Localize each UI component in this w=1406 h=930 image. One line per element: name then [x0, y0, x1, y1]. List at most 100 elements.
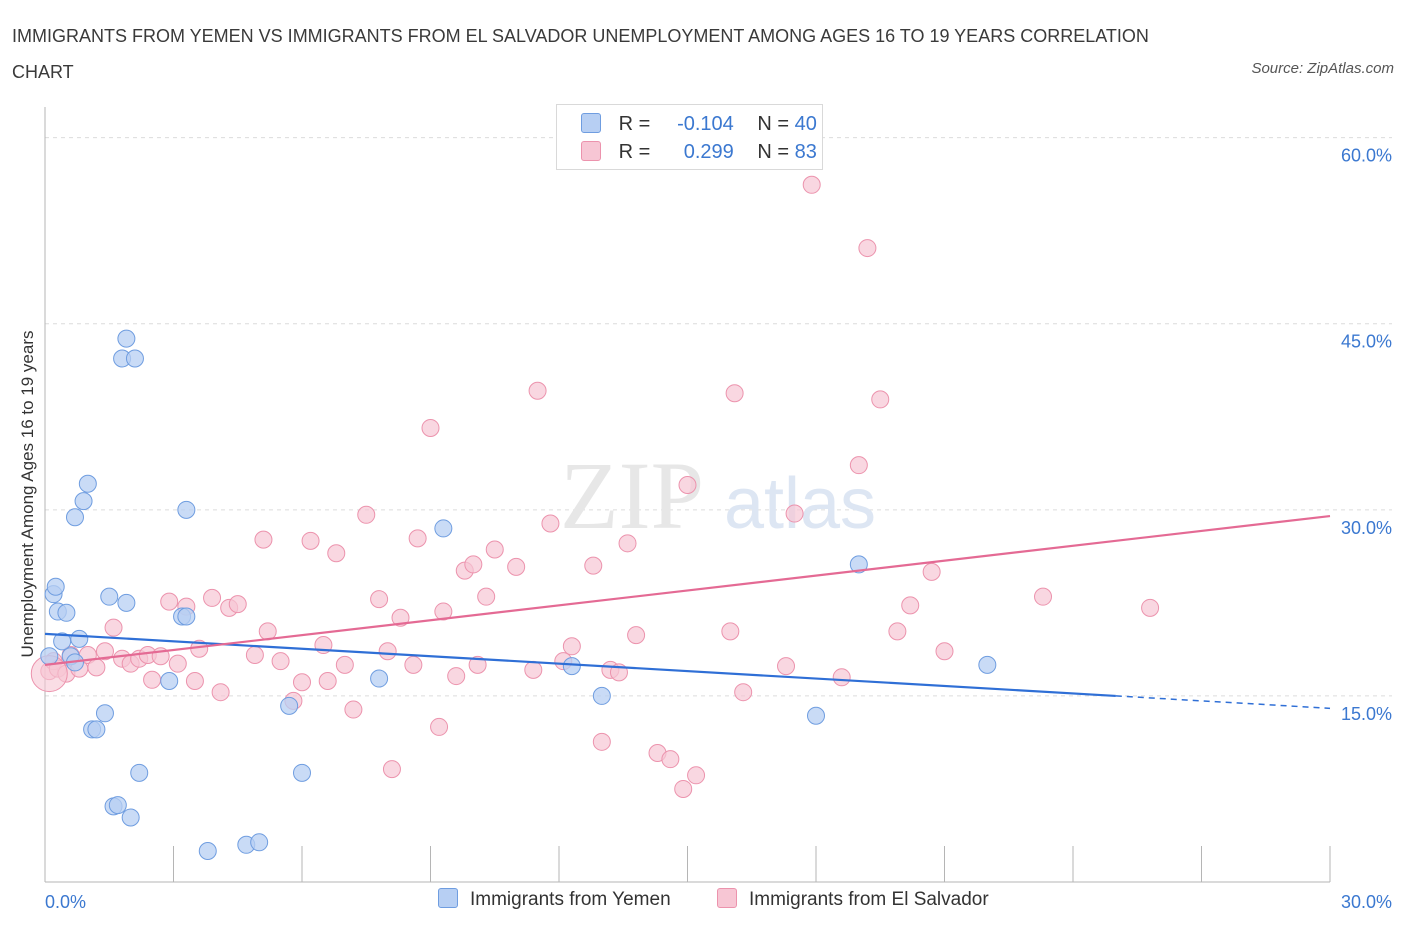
el-salvador-trend-line	[44, 514, 1331, 666]
el-salvador-point	[391, 608, 410, 627]
yemen-point	[108, 796, 127, 815]
yemen-point	[57, 603, 76, 622]
legend-n-label: N =	[757, 113, 790, 135]
el-salvador-point	[584, 556, 603, 575]
legend-n-label: N =	[757, 141, 790, 163]
legend-n-value: 83	[794, 141, 817, 163]
el-salvador-point	[477, 587, 496, 606]
el-salvador-point	[211, 683, 230, 702]
legend-row-el-salvador: R = 0.299 N = 83	[581, 141, 817, 167]
yemen-point	[100, 587, 119, 606]
yemen-point	[250, 833, 269, 852]
el-salvador-point	[271, 652, 290, 671]
el-salvador-point	[378, 642, 397, 661]
y-tick-labels: 15.0% 30.0% 45.0% 60.0%	[1341, 146, 1392, 724]
el-salvador-point	[661, 750, 680, 769]
el-salvador-point	[524, 660, 543, 679]
yemen-point	[562, 657, 581, 676]
grid-lines	[45, 137, 1392, 697]
el-salvador-point	[327, 544, 346, 563]
x-tick-label: 30.0%	[1341, 892, 1392, 912]
el-salvador-point	[464, 555, 483, 574]
el-salvador-legend-swatch	[717, 888, 737, 908]
el-salvador-point	[421, 418, 440, 437]
yemen-point	[95, 704, 114, 723]
watermark-zip: ZIP	[560, 442, 704, 549]
el-salvador-point	[143, 670, 162, 689]
el-salvador-point	[370, 590, 389, 609]
el-salvador-point	[430, 717, 449, 736]
trend-lines	[44, 514, 1331, 710]
legend-label-el-salvador: Immigrants from El Salvador	[749, 889, 989, 910]
yemen-point	[130, 763, 149, 782]
el-salvador-point	[168, 654, 187, 673]
y-tick-label: 45.0%	[1341, 332, 1392, 352]
legend-r-value: -0.104	[677, 113, 734, 135]
el-salvador-point	[687, 766, 706, 785]
yemen-legend-swatch	[438, 888, 458, 908]
el-salvador-point	[254, 530, 273, 549]
el-salvador-point	[160, 592, 179, 611]
yemen-point	[117, 593, 136, 612]
el-salvador-point	[245, 645, 264, 664]
legend-item-el-salvador[interactable]: Immigrants from El Salvador	[717, 888, 989, 911]
el-salvador-point	[901, 596, 920, 615]
el-salvador-point	[802, 175, 821, 194]
yemen-trend-line	[44, 632, 1116, 698]
el-salvador-point	[434, 602, 453, 621]
el-salvador-point	[674, 779, 693, 798]
el-salvador-point	[87, 658, 106, 677]
yemen-point	[121, 808, 140, 827]
el-salvador-swatch	[581, 141, 601, 161]
el-salvador-point	[404, 655, 423, 674]
legend-item-yemen[interactable]: Immigrants from Yemen	[438, 888, 671, 911]
chart-source: Source: ZipAtlas.com	[1251, 60, 1394, 77]
yemen-point	[160, 672, 179, 691]
el-salvador-point	[888, 622, 907, 641]
el-salvador-point	[335, 655, 354, 674]
el-salvador-point	[922, 562, 941, 581]
el-salvador-point	[104, 618, 123, 637]
yemen-point	[125, 349, 144, 368]
yemen-point	[849, 555, 868, 574]
yemen-point	[87, 720, 106, 739]
yemen-point	[65, 508, 84, 527]
yemen-point	[78, 474, 97, 493]
y-tick-label: 15.0%	[1341, 704, 1392, 724]
legend-label-yemen: Immigrants from Yemen	[470, 889, 671, 910]
axes	[44, 107, 1331, 883]
el-salvador-point	[858, 239, 877, 258]
y-axis-label: Unemployment Among Ages 16 to 19 years	[18, 331, 37, 658]
yemen-point	[177, 607, 196, 626]
el-salvador-point	[935, 642, 954, 661]
y-tick-label: 30.0%	[1341, 518, 1392, 538]
legend-r-label: R =	[618, 113, 651, 135]
el-salvador-point	[408, 529, 427, 548]
el-salvador-point	[318, 672, 337, 691]
el-salvador-point	[725, 384, 744, 403]
el-salvador-point	[447, 667, 466, 686]
el-salvador-point	[344, 700, 363, 719]
legend-r-value: 0.299	[683, 141, 734, 163]
el-salvador-point	[721, 622, 740, 641]
yemen-point	[370, 669, 389, 688]
el-salvador-point	[777, 657, 796, 676]
el-salvador-point	[468, 655, 487, 674]
legend-r-label: R =	[618, 141, 651, 163]
el-salvador-point	[618, 534, 637, 553]
y-tick-label: 60.0%	[1341, 146, 1392, 166]
el-salvador-point	[592, 732, 611, 751]
el-salvador-point	[871, 390, 890, 409]
el-salvador-point	[203, 588, 222, 607]
legend-row-yemen: R = -0.104 N = 40	[581, 113, 817, 139]
el-salvador-point	[562, 637, 581, 656]
yemen-point	[434, 519, 453, 538]
yemen-point	[198, 841, 217, 860]
el-salvador-point	[678, 476, 697, 495]
el-salvador-point	[382, 760, 401, 779]
points-el-salvador	[30, 175, 1160, 798]
yemen-point	[177, 500, 196, 519]
el-salvador-point	[541, 514, 560, 533]
yemen-swatch	[581, 113, 601, 133]
